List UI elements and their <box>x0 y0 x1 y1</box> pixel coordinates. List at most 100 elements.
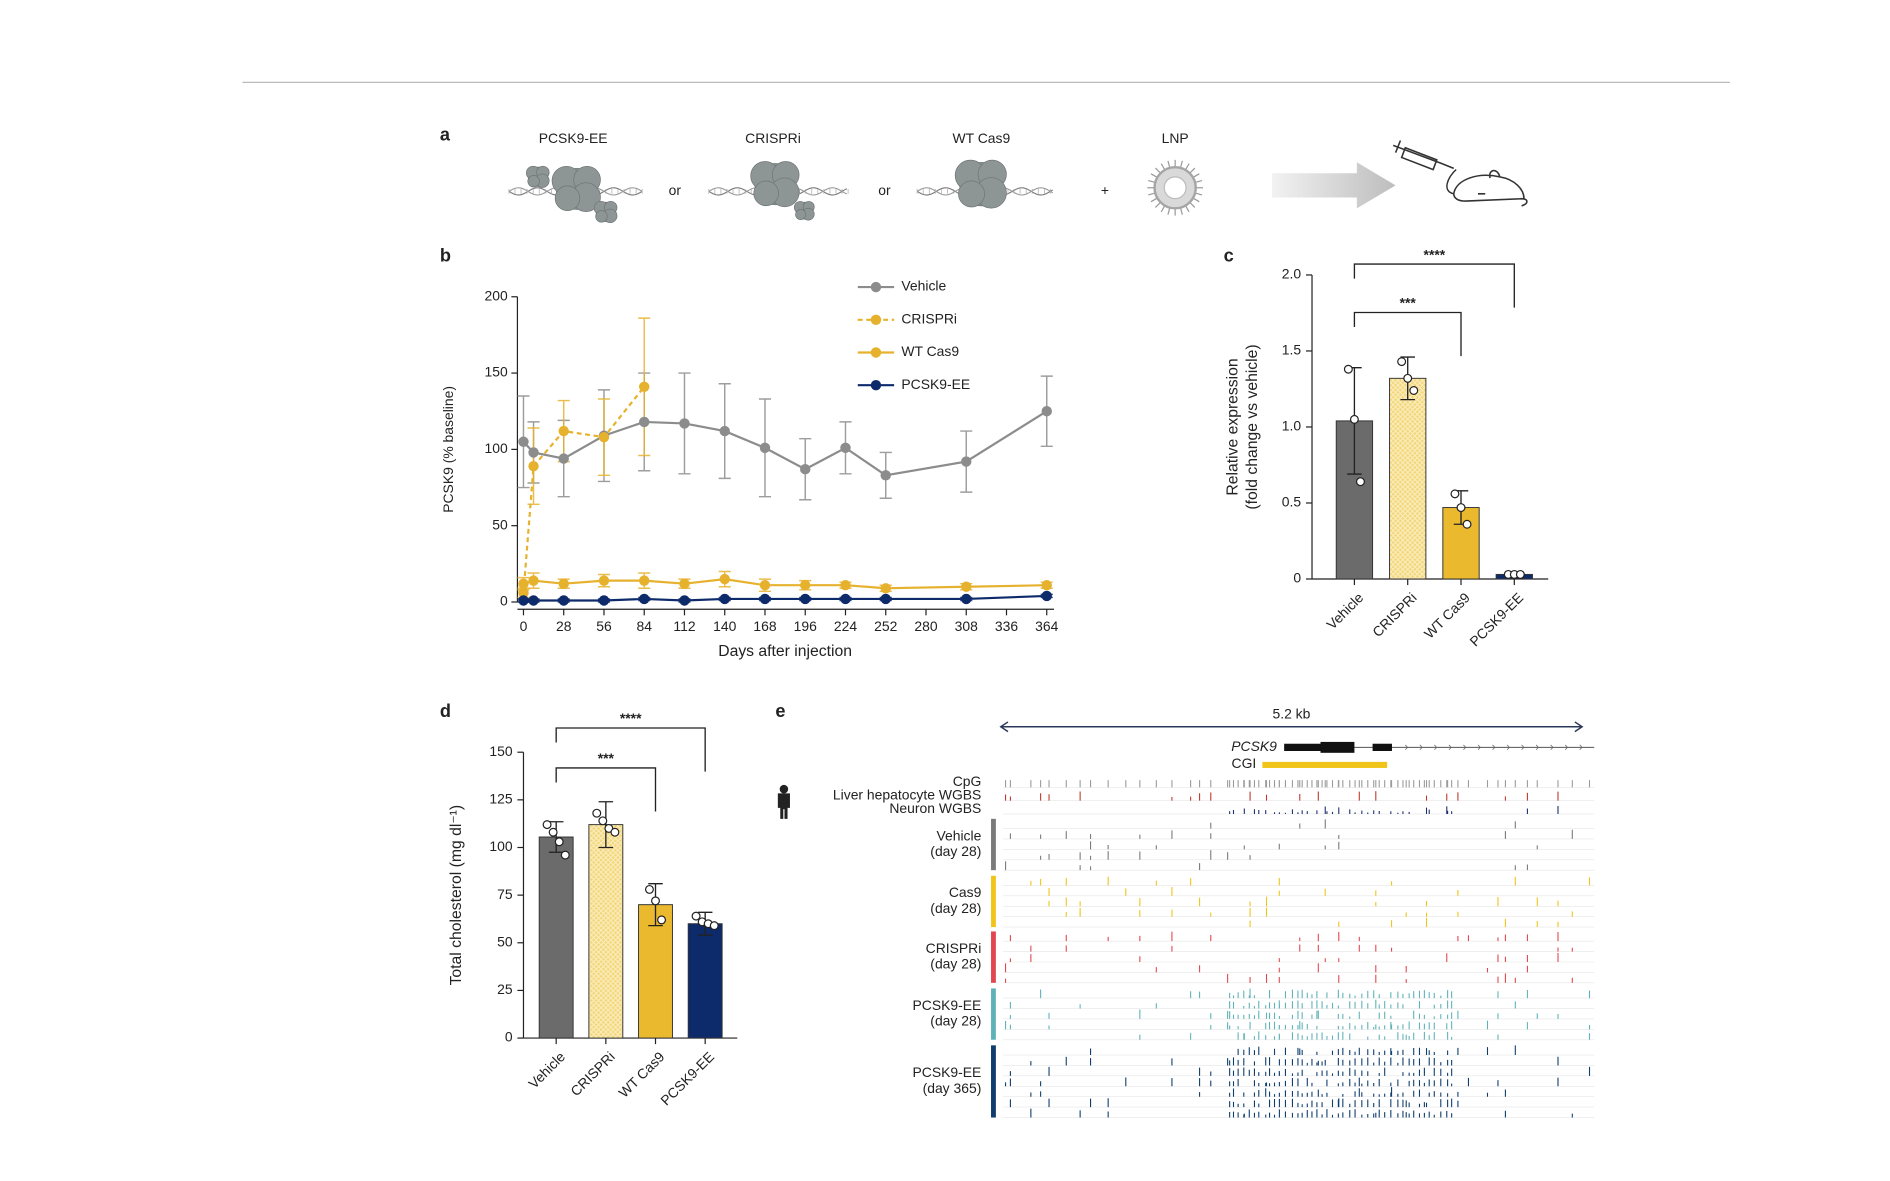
data-point <box>800 580 811 591</box>
methylation-track <box>1065 907 1573 917</box>
group-bar <box>991 875 996 928</box>
legend-label: PCSK9-EE <box>901 376 970 392</box>
scale-arrow <box>999 721 1584 733</box>
x-tick-label: 140 <box>713 618 736 634</box>
cgi-label: CGI <box>1232 755 1257 771</box>
group-bar <box>991 818 996 871</box>
legend-marker <box>870 281 882 293</box>
data-point <box>679 418 690 429</box>
legend-marker <box>870 314 882 325</box>
error-bar <box>548 821 564 853</box>
methylation-track <box>1005 1020 1591 1030</box>
data-point <box>548 827 558 837</box>
significance-label: *** <box>1400 295 1417 311</box>
data-point <box>1349 414 1359 424</box>
bar <box>687 923 723 1039</box>
data-point <box>679 595 690 606</box>
data-point <box>719 593 730 605</box>
protein <box>795 209 807 221</box>
data-point <box>528 460 539 472</box>
methylation-track <box>1005 973 1573 983</box>
data-point <box>558 578 569 589</box>
y-tick-label: 150 <box>485 364 508 380</box>
methylation-track <box>1210 819 1516 829</box>
y-axis-label: (fold change vs vehicle) <box>1244 344 1261 509</box>
data-point <box>518 578 529 589</box>
data-point <box>518 587 529 599</box>
methylation-track <box>1090 1045 1516 1056</box>
data-point <box>528 575 539 586</box>
cgi-bar <box>1262 761 1388 768</box>
methylation-track <box>1009 952 1559 963</box>
data-point <box>639 575 650 586</box>
x-tick-label: CRISPRi <box>1369 589 1420 640</box>
x-tick-label: 168 <box>753 618 776 634</box>
group-label: (day 28) <box>930 843 981 859</box>
panel-c: 0 0.5 1.0 1.5 2.0 Relative expression (fold ch… <box>1224 246 1549 649</box>
y-tick-label: 0 <box>500 593 508 609</box>
component-label: PCSK9-EE <box>539 130 608 146</box>
x-axis-label: Days after injection <box>718 643 852 660</box>
bar <box>588 824 624 1039</box>
data-point <box>518 595 529 606</box>
methylation-track <box>1048 887 1459 896</box>
data-point <box>800 593 811 605</box>
group-label: (day 28) <box>930 900 981 916</box>
data-point <box>598 575 610 586</box>
y-tick-label: 1.0 <box>1282 418 1302 434</box>
x-tick-label: 280 <box>914 618 937 634</box>
data-point <box>1450 489 1460 499</box>
methylation-track <box>1009 931 1559 942</box>
panel-label: a <box>440 124 451 144</box>
protein <box>527 175 540 188</box>
panel-label: e <box>775 701 785 721</box>
y-tick-label: 50 <box>497 933 513 949</box>
data-point <box>709 921 719 931</box>
methylation-track <box>1048 896 1559 907</box>
y-tick-label: 0 <box>505 1029 513 1045</box>
data-point <box>1041 406 1052 417</box>
y-tick-label: 1.5 <box>1282 342 1302 358</box>
data-point <box>759 593 771 605</box>
bar <box>638 904 673 1039</box>
data-point <box>560 850 570 860</box>
track-label: Liver hepatocyte WGBS <box>833 786 981 802</box>
methylation-track <box>1009 999 1516 1009</box>
data-point <box>691 911 701 921</box>
data-point <box>759 442 771 454</box>
group-label: CRISPRi <box>926 940 982 956</box>
panel-b: 0 50 100 150 200 0 28 56 84 112 140 168 196 224 252 280… <box>440 278 1058 660</box>
gene-strand <box>1463 744 1467 751</box>
group-label: Vehicle <box>936 827 981 843</box>
y-tick-label: 100 <box>485 440 508 456</box>
legend-marker <box>870 379 882 391</box>
lnp-spike <box>1192 173 1200 178</box>
gene-strand <box>1521 744 1525 751</box>
gene-strand <box>1477 744 1481 751</box>
x-tick-label: WT Cas9 <box>1421 589 1473 641</box>
x-tick-label: 308 <box>955 618 978 634</box>
gene-strand <box>1550 744 1554 751</box>
connector: or <box>878 182 891 198</box>
gene-exon <box>1320 741 1355 753</box>
data-point <box>542 820 552 830</box>
data-point <box>759 580 771 591</box>
methylation-track <box>1040 988 1591 999</box>
y-tick-label: 2.0 <box>1282 266 1302 282</box>
x-tick-label: 364 <box>1035 618 1058 634</box>
methylation-track <box>1005 1077 1559 1087</box>
x-tick-label: 112 <box>673 618 695 634</box>
gene-strand <box>1434 744 1438 751</box>
data-point <box>1343 364 1353 374</box>
x-tick-label: Vehicle <box>1323 589 1366 632</box>
lnp-spike <box>1179 207 1183 215</box>
legend-label: Vehicle <box>901 278 946 294</box>
data-point <box>961 456 972 467</box>
methylation-track <box>1009 1009 1559 1019</box>
group-label: Cas9 <box>949 884 982 900</box>
gene-strand <box>1405 744 1409 751</box>
x-tick-label: 196 <box>794 618 817 634</box>
y-tick-label: 0.5 <box>1282 494 1302 510</box>
